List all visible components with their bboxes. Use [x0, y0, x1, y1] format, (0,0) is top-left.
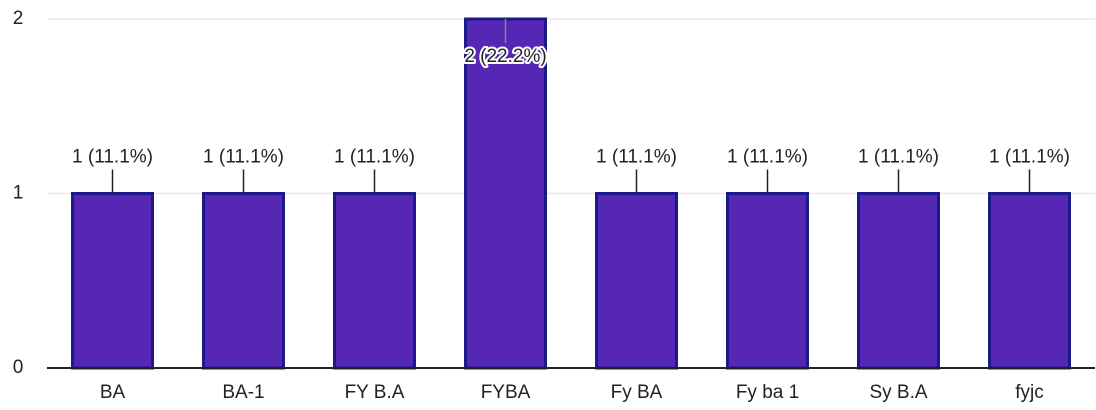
- x-tick-label: Fy ba 1: [736, 382, 799, 403]
- value-label: 2 (22.2%): [464, 46, 546, 67]
- value-label: 1 (11.1%): [858, 147, 939, 168]
- bar: [988, 192, 1071, 370]
- x-tick-label: Sy B.A: [869, 382, 927, 403]
- value-label: 1 (11.1%): [72, 147, 153, 168]
- x-tick-label: FY B.A: [345, 382, 405, 403]
- bar: [726, 192, 809, 370]
- value-label: 1 (11.1%): [989, 147, 1070, 168]
- bar: [333, 192, 416, 370]
- y-tick-label: 2: [13, 8, 24, 29]
- x-tick-label: BA: [100, 382, 126, 403]
- bar: [857, 192, 940, 370]
- x-tick-label: Fy BA: [611, 382, 663, 403]
- value-label: 1 (11.1%): [203, 147, 284, 168]
- bar: [464, 17, 547, 370]
- bar: [202, 192, 285, 370]
- y-tick-label: 1: [13, 183, 24, 204]
- value-label: 1 (11.1%): [596, 147, 677, 168]
- value-label: 1 (11.1%): [334, 147, 415, 168]
- bar: [71, 192, 154, 370]
- x-tick-label: fyjc: [1015, 382, 1044, 403]
- value-label: 1 (11.1%): [727, 147, 808, 168]
- x-tick-label: FYBA: [481, 382, 531, 403]
- bar: [595, 192, 678, 370]
- x-tick-label: BA-1: [222, 382, 264, 403]
- y-tick-label: 0: [13, 357, 24, 378]
